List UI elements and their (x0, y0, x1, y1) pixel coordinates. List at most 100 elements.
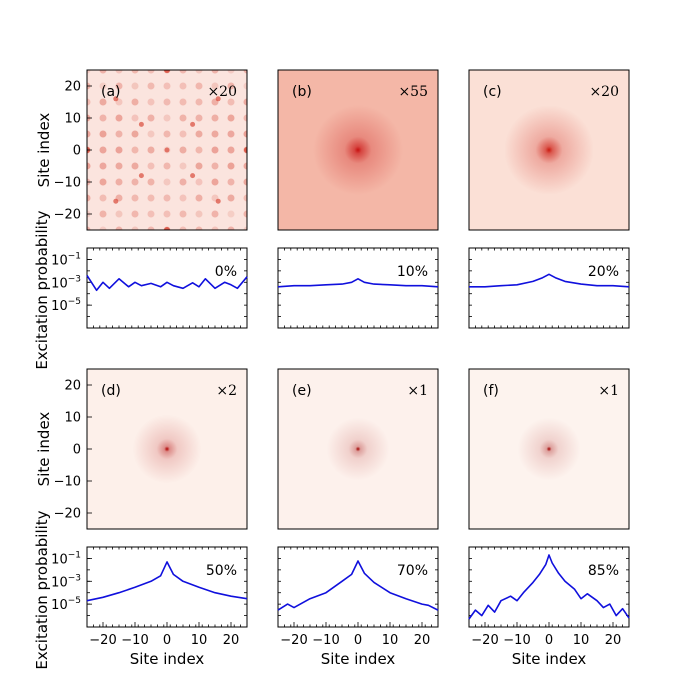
panel-label-d: (d) (101, 383, 121, 399)
y-tick-label: −20 (54, 507, 81, 522)
x-tick-label: 0 (354, 633, 362, 648)
heatmap-cell (99, 162, 107, 170)
heatmap-cell (147, 162, 155, 170)
heatmap-cell (99, 226, 107, 230)
heatmap-cell (244, 147, 247, 153)
heatmap-cell (115, 82, 123, 90)
heatmap-peak (517, 417, 581, 481)
line-series-b (277, 277, 439, 288)
heatmap-cell (164, 147, 170, 153)
heatmap-peak (132, 414, 202, 484)
heatmap-cell (179, 162, 187, 170)
line-frame (86, 546, 248, 628)
line-frame (277, 247, 439, 329)
scale-label-c: ×20 (589, 84, 619, 100)
line-series-c (469, 273, 630, 288)
heatmap-cell (243, 226, 247, 230)
y-axis-label: Excitation probability (33, 510, 51, 669)
y-tick-exponent: −5 (68, 596, 81, 606)
heatmap-frame (468, 368, 630, 530)
heatmap-cell (211, 146, 219, 154)
heatmap-cell (99, 70, 107, 74)
heatmap-cell (163, 98, 171, 106)
heatmap-cell (147, 98, 155, 106)
heatmap-cell (195, 98, 203, 106)
heatmap-cell (87, 162, 91, 170)
x-tick-label: −20 (280, 633, 307, 648)
heatmap-cell (138, 121, 144, 127)
heatmap-cell (243, 162, 247, 170)
heatmap-cell (179, 82, 187, 90)
y-tick-exponent: −3 (68, 573, 81, 583)
heatmap-cell (131, 226, 139, 230)
heatmap-cell (195, 130, 203, 138)
heatmap-cell (179, 98, 187, 106)
heatmap-cell (243, 70, 247, 74)
y-tick-label: 10−3 (51, 573, 81, 590)
heatmap-cell (195, 82, 203, 90)
y-tick-label: −10 (54, 475, 81, 490)
heatmap-panel-f (469, 369, 629, 529)
x-axis-label: Site index (130, 650, 205, 668)
heatmap-cell (179, 130, 187, 138)
heatmap-cell (147, 210, 155, 218)
heatmap-cell (227, 130, 235, 138)
panel-label-c: (c) (483, 84, 502, 100)
x-tick-label: 0 (545, 633, 553, 648)
y-tick-label: 0 (73, 443, 81, 458)
heatmap-cell (179, 114, 187, 122)
percent-label-e: 70% (397, 563, 428, 579)
x-tick-label: 10 (382, 633, 399, 648)
y-tick-label: −10 (54, 176, 81, 191)
line-frame (468, 546, 630, 628)
heatmap-cell (179, 194, 187, 202)
heatmap-frame (277, 368, 439, 530)
y-tick-exponent: −5 (68, 297, 81, 307)
y-tick-exponent: −3 (68, 274, 81, 284)
scale-label-f: ×1 (598, 383, 619, 399)
heatmap-cell (211, 226, 219, 230)
heatmap-cell (211, 70, 219, 74)
heatmap-cell (243, 194, 247, 202)
y-tick-label: 10−1 (51, 550, 81, 567)
heatmap-cell (227, 210, 235, 218)
heatmap-cell (163, 194, 171, 202)
heatmap-cell (227, 178, 235, 186)
heatmap-cell (147, 82, 155, 90)
line-series-f (468, 554, 630, 620)
heatmap-cell (147, 114, 155, 122)
heatmap-cell (243, 130, 247, 138)
heatmap-cell (147, 178, 155, 186)
heatmap-cell (195, 70, 203, 74)
heatmap-cell (227, 114, 235, 122)
x-tick-label: 10 (191, 633, 208, 648)
x-tick-label: −20 (89, 633, 116, 648)
heatmap-cell (115, 130, 123, 138)
heatmap-cell (131, 178, 139, 186)
heatmap-cell (147, 194, 155, 202)
heatmap-cell (195, 114, 203, 122)
heatmap-cell (99, 210, 107, 218)
heatmap-cell (211, 178, 219, 186)
y-tick-label: −20 (54, 208, 81, 223)
x-tick-label: 20 (414, 633, 431, 648)
heatmap-cell (147, 70, 155, 74)
scale-label-e: ×1 (407, 383, 428, 399)
heatmap-cell (113, 96, 119, 102)
heatmap-cell (179, 210, 187, 218)
heatmap-cell (99, 178, 107, 186)
heatmap-cell (163, 162, 171, 170)
heatmap-cell (243, 178, 247, 186)
heatmap-cell (147, 146, 155, 154)
heatmap-cell (131, 162, 139, 170)
line-frame (277, 546, 439, 628)
scale-label-d: ×2 (216, 383, 237, 399)
line-series-d (86, 561, 248, 602)
x-tick-label: −10 (121, 633, 148, 648)
heatmap-cell (99, 98, 107, 106)
panel-label-e: (e) (292, 383, 312, 399)
heatmap-cell (115, 114, 123, 122)
heatmap-cell (131, 70, 139, 74)
y-tick-label: 10−1 (51, 251, 81, 268)
